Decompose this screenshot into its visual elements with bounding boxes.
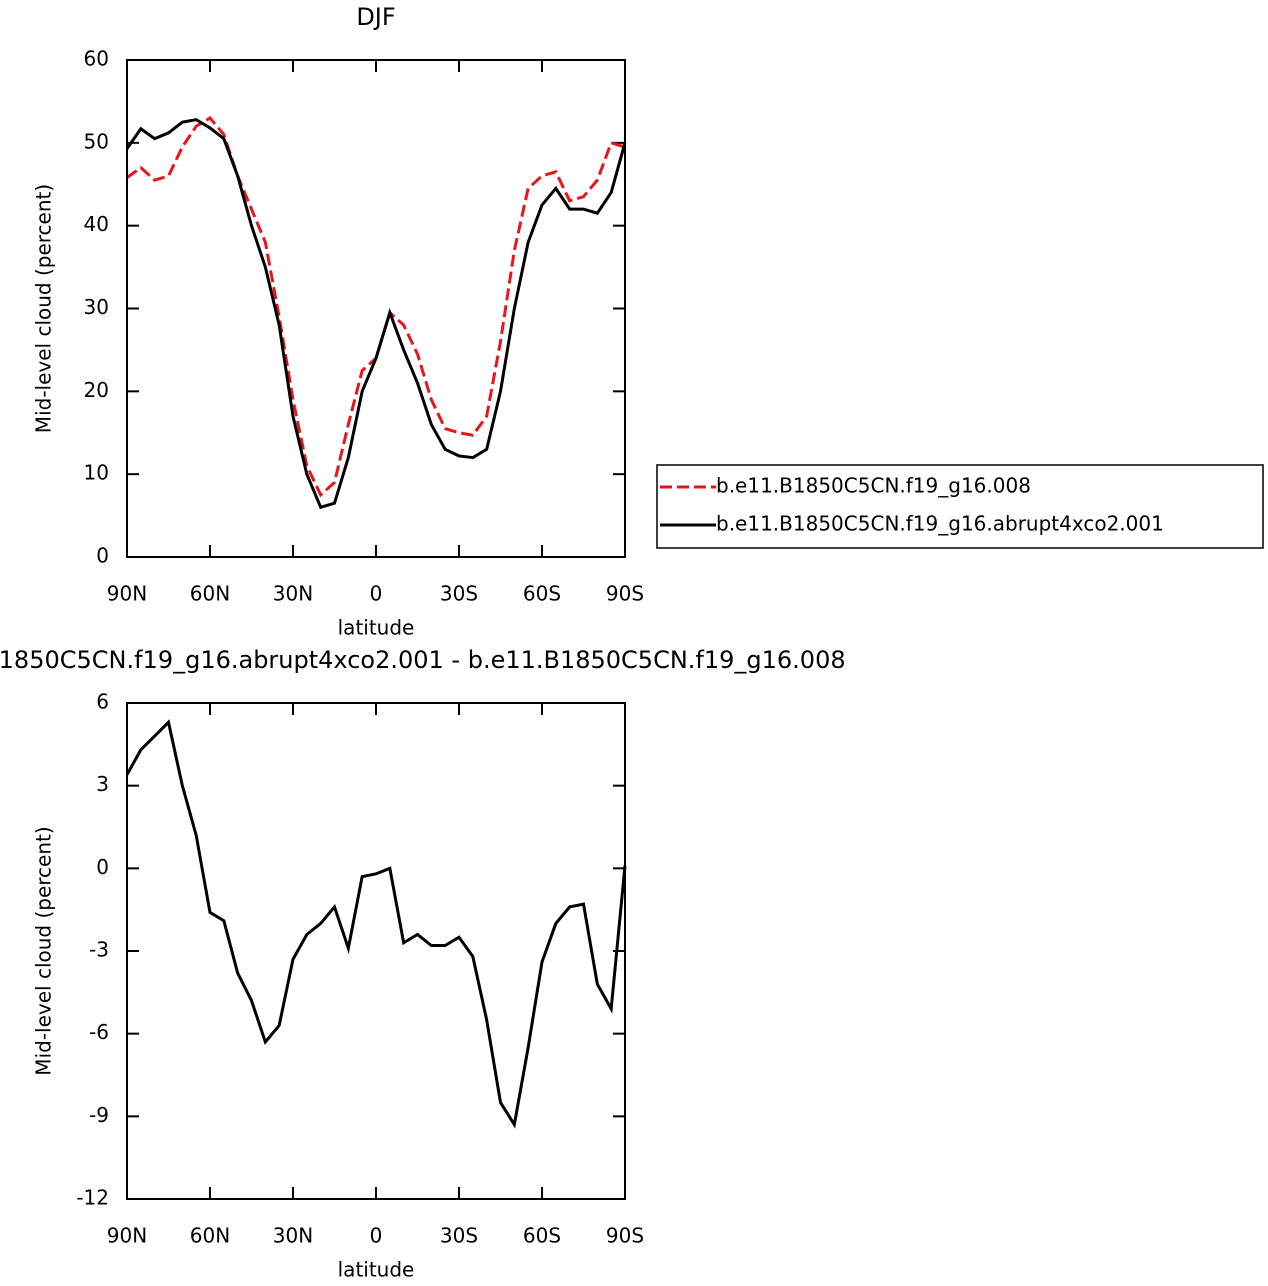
y-axis-label: Mid-level cloud (percent) — [32, 826, 56, 1075]
x-tick-label: 90N — [107, 1224, 147, 1248]
y-tick-label: 50 — [84, 129, 109, 153]
y-tick-label: 3 — [96, 772, 109, 796]
y-tick-label: 60 — [84, 47, 109, 71]
x-tick-label: 60S — [523, 1224, 561, 1248]
y-tick-label: -12 — [76, 1186, 109, 1210]
x-tick-label: 30S — [440, 582, 478, 606]
x-tick-label: 60N — [190, 582, 230, 606]
y-tick-label: 20 — [84, 378, 109, 402]
x-tick-label: 60N — [190, 1224, 230, 1248]
x-axis-label: latitude — [338, 1258, 415, 1282]
x-tick-label: 60S — [523, 582, 561, 606]
y-tick-label: 0 — [96, 544, 109, 568]
plot-frame — [126, 59, 626, 558]
data-line — [125, 118, 627, 510]
y-tick-label: -9 — [89, 1103, 109, 1127]
x-tick-label: 30N — [273, 582, 313, 606]
legend-label: b.e11.B1850C5CN.f19_g16.008 — [716, 474, 1031, 498]
x-tick-label: 90S — [606, 1224, 644, 1248]
y-axis-label: Mid-level cloud (percent) — [32, 184, 56, 433]
plot-frame — [126, 702, 626, 1200]
y-tick-label: -6 — [89, 1020, 109, 1044]
y-tick-label: 40 — [84, 212, 109, 236]
x-tick-label: 30N — [273, 1224, 313, 1248]
chart-title: b.e11.B1850C5CN.f19_g16.abrupt4xco2.001 … — [0, 646, 846, 674]
x-tick-label: 30S — [440, 1224, 478, 1248]
legend-box — [656, 464, 1264, 549]
x-tick-label: 0 — [370, 1224, 383, 1248]
data-line — [125, 719, 627, 1129]
y-tick-label: 30 — [84, 295, 109, 319]
x-axis-label: latitude — [338, 616, 415, 640]
x-tick-label: 90S — [606, 582, 644, 606]
y-tick-label: -3 — [89, 938, 109, 962]
legend-label: b.e11.B1850C5CN.f19_g16.abrupt4xco2.001 — [716, 512, 1164, 536]
y-tick-label: 10 — [84, 461, 109, 485]
data-line — [126, 116, 626, 498]
y-tick-label: 0 — [96, 855, 109, 879]
chart-title: DJF — [356, 3, 395, 31]
y-tick-label: 6 — [96, 690, 109, 714]
x-tick-label: 0 — [370, 582, 383, 606]
x-tick-label: 90N — [107, 582, 147, 606]
